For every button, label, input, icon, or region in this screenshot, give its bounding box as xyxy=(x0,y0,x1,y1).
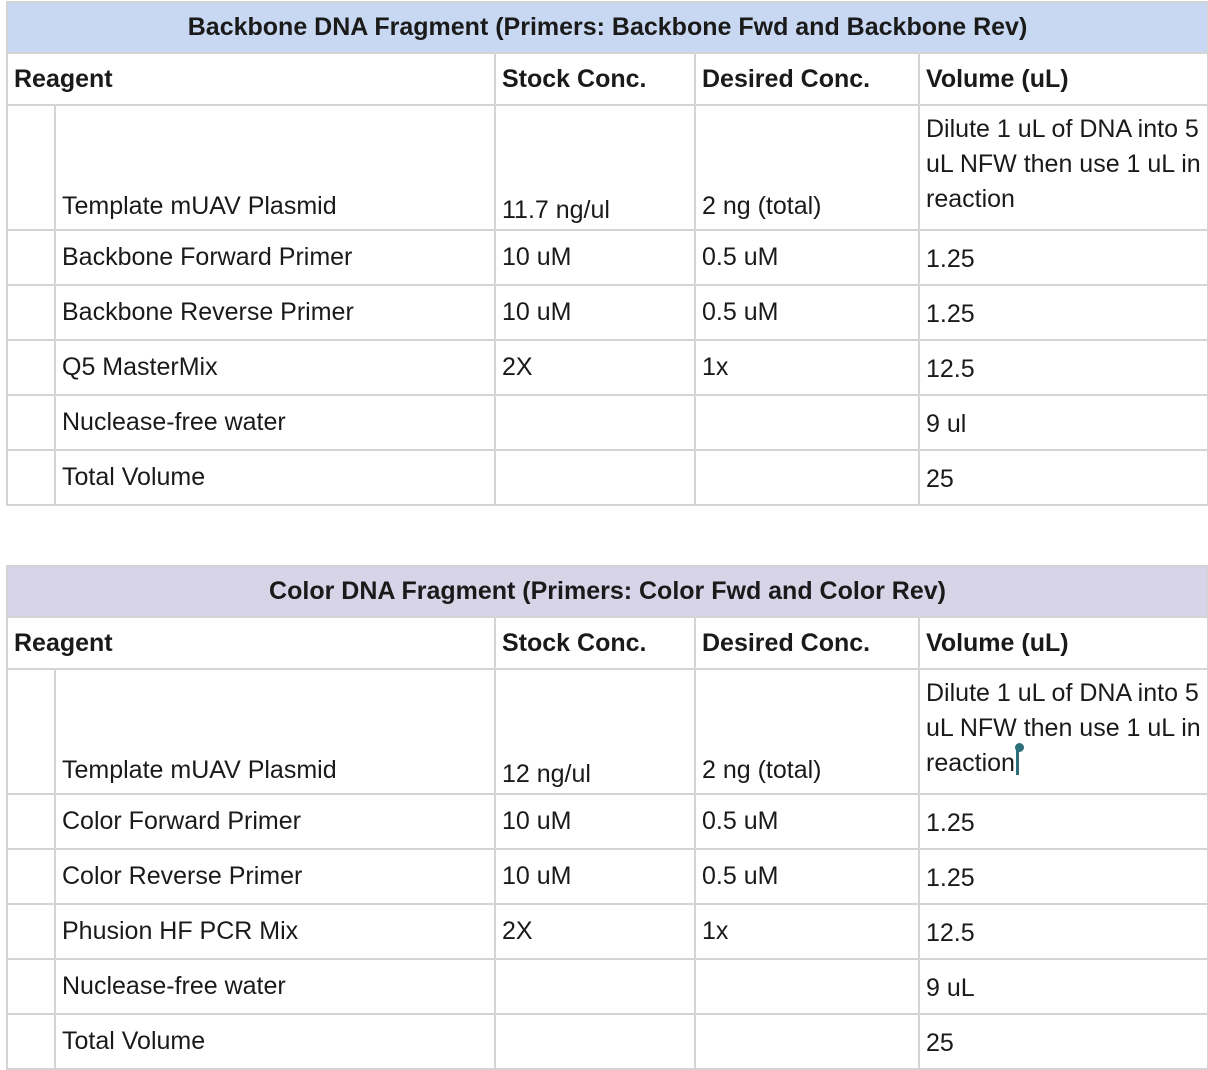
header-reagent[interactable]: Reagent xyxy=(6,52,496,106)
reagent-cell[interactable]: Color Forward Primer xyxy=(54,793,496,850)
table-row: Backbone Reverse Primer 10 uM 0.5 uM 1.2… xyxy=(6,284,1208,341)
table-row: Color Reverse Primer 10 uM 0.5 uM 1.25 xyxy=(6,848,1208,905)
indent-cell[interactable] xyxy=(6,668,56,795)
indent-cell[interactable] xyxy=(6,394,56,451)
stock-conc-cell[interactable]: 10 uM xyxy=(494,848,696,905)
desired-conc-cell[interactable]: 1x xyxy=(694,903,920,960)
stock-conc-cell[interactable]: 10 uM xyxy=(494,284,696,341)
desired-conc-cell[interactable]: 0.5 uM xyxy=(694,229,920,286)
stock-conc-cell[interactable]: 10 uM xyxy=(494,793,696,850)
stock-conc-cell[interactable]: 12 ng/ul xyxy=(494,668,696,795)
table-row: Nuclease-free water 9 uL xyxy=(6,958,1208,1015)
volume-cell[interactable]: 1.25 xyxy=(917,284,1208,341)
volume-cell-text: Dilute 1 uL of DNA into 5 uL NFW then us… xyxy=(926,679,1201,777)
reagent-cell[interactable]: Color Reverse Primer xyxy=(54,848,496,905)
desired-conc-cell[interactable]: 1x xyxy=(694,339,920,396)
stock-conc-cell[interactable] xyxy=(494,1013,696,1070)
indent-cell[interactable] xyxy=(6,229,56,286)
indent-cell[interactable] xyxy=(6,1013,56,1070)
reagent-cell[interactable]: Q5 MasterMix xyxy=(54,339,496,396)
volume-cell[interactable]: Dilute 1 uL of DNA into 5 uL NFW then us… xyxy=(917,104,1208,231)
stock-conc-cell[interactable]: 11.7 ng/ul xyxy=(494,104,696,231)
stock-conc-cell[interactable] xyxy=(494,394,696,451)
header-stock-conc[interactable]: Stock Conc. xyxy=(494,52,696,106)
volume-cell[interactable]: 25 xyxy=(918,1013,1208,1070)
table-row: Q5 MasterMix 2X 1x 12.5 xyxy=(6,339,1208,396)
table-row: Total Volume 25 xyxy=(6,449,1208,506)
volume-cell[interactable]: 12.5 xyxy=(917,339,1208,396)
header-volume[interactable]: Volume (uL) xyxy=(917,52,1208,106)
volume-cell[interactable]: 12.5 xyxy=(918,903,1208,960)
volume-cell[interactable]: 9 ul xyxy=(917,394,1208,451)
header-stock-conc[interactable]: Stock Conc. xyxy=(494,616,696,670)
indent-cell[interactable] xyxy=(6,848,56,905)
table-row: Template mUAV Plasmid 11.7 ng/ul 2 ng (t… xyxy=(6,104,1208,231)
reagent-cell[interactable]: Total Volume xyxy=(54,1013,496,1070)
desired-conc-cell[interactable] xyxy=(694,958,920,1015)
stock-conc-cell[interactable] xyxy=(494,958,696,1015)
table-row: Color Forward Primer 10 uM 0.5 uM 1.25 xyxy=(6,793,1208,850)
volume-cell[interactable]: 1.25 xyxy=(918,848,1208,905)
table-row: Template mUAV Plasmid 12 ng/ul 2 ng (tot… xyxy=(6,668,1208,795)
desired-conc-cell[interactable]: 2 ng (total) xyxy=(694,104,920,231)
volume-cell[interactable]: 25 xyxy=(917,449,1208,506)
reagent-cell[interactable]: Total Volume xyxy=(54,449,496,506)
table-row: Backbone Forward Primer 10 uM 0.5 uM 1.2… xyxy=(6,229,1208,286)
backbone-reagent-table: Backbone DNA Fragment (Primers: Backbone… xyxy=(5,1,1208,506)
indent-cell[interactable] xyxy=(6,903,56,960)
desired-conc-cell[interactable]: 2 ng (total) xyxy=(694,668,920,795)
volume-cell[interactable]: 9 uL xyxy=(918,958,1208,1015)
indent-cell[interactable] xyxy=(6,793,56,850)
header-reagent[interactable]: Reagent xyxy=(6,616,496,670)
desired-conc-cell[interactable] xyxy=(694,1013,920,1070)
indent-cell[interactable] xyxy=(6,284,56,341)
reagent-cell[interactable]: Nuclease-free water xyxy=(54,394,496,451)
desired-conc-cell[interactable]: 0.5 uM xyxy=(694,793,920,850)
desired-conc-cell[interactable] xyxy=(694,449,920,506)
desired-conc-cell[interactable]: 0.5 uM xyxy=(694,848,920,905)
reagent-cell[interactable]: Phusion HF PCR Mix xyxy=(54,903,496,960)
stock-conc-cell[interactable]: 2X xyxy=(494,339,696,396)
table-row: Nuclease-free water 9 ul xyxy=(6,394,1208,451)
stock-conc-cell[interactable]: 2X xyxy=(494,903,696,960)
header-volume[interactable]: Volume (uL) xyxy=(918,616,1208,670)
indent-cell[interactable] xyxy=(6,339,56,396)
indent-cell[interactable] xyxy=(6,449,56,506)
indent-cell[interactable] xyxy=(6,958,56,1015)
reagent-cell[interactable]: Template mUAV Plasmid xyxy=(54,104,496,231)
reagent-cell[interactable]: Backbone Forward Primer xyxy=(54,229,496,286)
stock-conc-cell[interactable] xyxy=(494,449,696,506)
reagent-cell[interactable]: Backbone Reverse Primer xyxy=(54,284,496,341)
reagent-cell[interactable]: Template mUAV Plasmid xyxy=(54,668,496,795)
volume-cell[interactable]: 1.25 xyxy=(917,229,1208,286)
color-reagent-table: Color DNA Fragment (Primers: Color Fwd a… xyxy=(6,565,1208,1070)
header-desired-conc[interactable]: Desired Conc. xyxy=(694,616,920,670)
table-title[interactable]: Backbone DNA Fragment (Primers: Backbone… xyxy=(5,1,1208,54)
table-row: Total Volume 25 xyxy=(6,1013,1208,1070)
reagent-cell[interactable]: Nuclease-free water xyxy=(54,958,496,1015)
header-desired-conc[interactable]: Desired Conc. xyxy=(694,52,920,106)
text-cursor-icon[interactable] xyxy=(1014,743,1024,775)
indent-cell[interactable] xyxy=(6,104,56,231)
volume-cell[interactable]: 1.25 xyxy=(918,793,1208,850)
table-row: Phusion HF PCR Mix 2X 1x 12.5 xyxy=(6,903,1208,960)
desired-conc-cell[interactable]: 0.5 uM xyxy=(694,284,920,341)
volume-cell[interactable]: Dilute 1 uL of DNA into 5 uL NFW then us… xyxy=(918,668,1208,795)
stock-conc-cell[interactable]: 10 uM xyxy=(494,229,696,286)
table-title[interactable]: Color DNA Fragment (Primers: Color Fwd a… xyxy=(6,565,1208,618)
desired-conc-cell[interactable] xyxy=(694,394,920,451)
